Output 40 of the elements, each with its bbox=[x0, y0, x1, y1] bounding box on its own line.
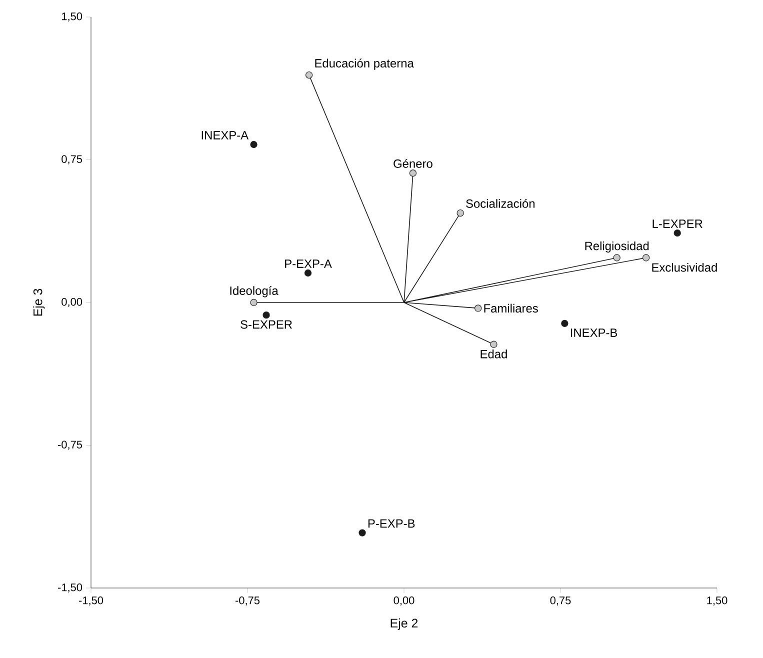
point bbox=[490, 340, 498, 348]
x-tick-label: -1,50 bbox=[78, 596, 104, 606]
annotation: INEXP-B bbox=[570, 328, 618, 337]
annotation: Familiares bbox=[484, 304, 538, 313]
point bbox=[456, 209, 464, 217]
point bbox=[305, 71, 313, 79]
x-tick-label: 0,00 bbox=[394, 596, 414, 606]
point bbox=[358, 529, 366, 536]
annotation: Socialización bbox=[466, 198, 535, 208]
y-tick-label: -1,50 bbox=[58, 583, 82, 593]
annotation: Ideología bbox=[230, 286, 278, 298]
point bbox=[613, 254, 620, 262]
x-axis-title: Eje 2 bbox=[390, 618, 418, 630]
y-tick-label: 1,50 bbox=[62, 12, 82, 22]
annotation: Religiosidad bbox=[585, 241, 649, 253]
annotation: Género bbox=[394, 158, 432, 168]
x-tick-label: 1,50 bbox=[707, 596, 728, 606]
annotation: L-EXPER bbox=[652, 220, 702, 228]
point bbox=[304, 269, 312, 277]
annotation: Exclusividad bbox=[652, 262, 717, 272]
x-tick-label: -0,75 bbox=[235, 596, 260, 606]
y-axis-title: Eje 3 bbox=[33, 288, 45, 316]
y-tick-label: 0,00 bbox=[62, 298, 82, 308]
point bbox=[561, 320, 568, 328]
point bbox=[250, 298, 258, 306]
point bbox=[642, 254, 650, 262]
annotation: P-EXP-A bbox=[285, 260, 332, 268]
annotation: P-EXP-B bbox=[368, 519, 415, 528]
point bbox=[250, 140, 258, 148]
annotation: Edad bbox=[480, 350, 507, 358]
point bbox=[409, 169, 417, 177]
annotation: INEXP-A bbox=[202, 131, 249, 140]
annotation: S-EXPER bbox=[240, 320, 292, 329]
annotation: Educación paterna bbox=[315, 58, 414, 70]
point bbox=[674, 229, 681, 237]
x-tick-label: 0,75 bbox=[550, 596, 571, 606]
y-tick-label: -0,75 bbox=[58, 440, 82, 450]
y-tick-label: 0,75 bbox=[62, 155, 82, 164]
point bbox=[474, 304, 482, 312]
point bbox=[262, 311, 270, 319]
